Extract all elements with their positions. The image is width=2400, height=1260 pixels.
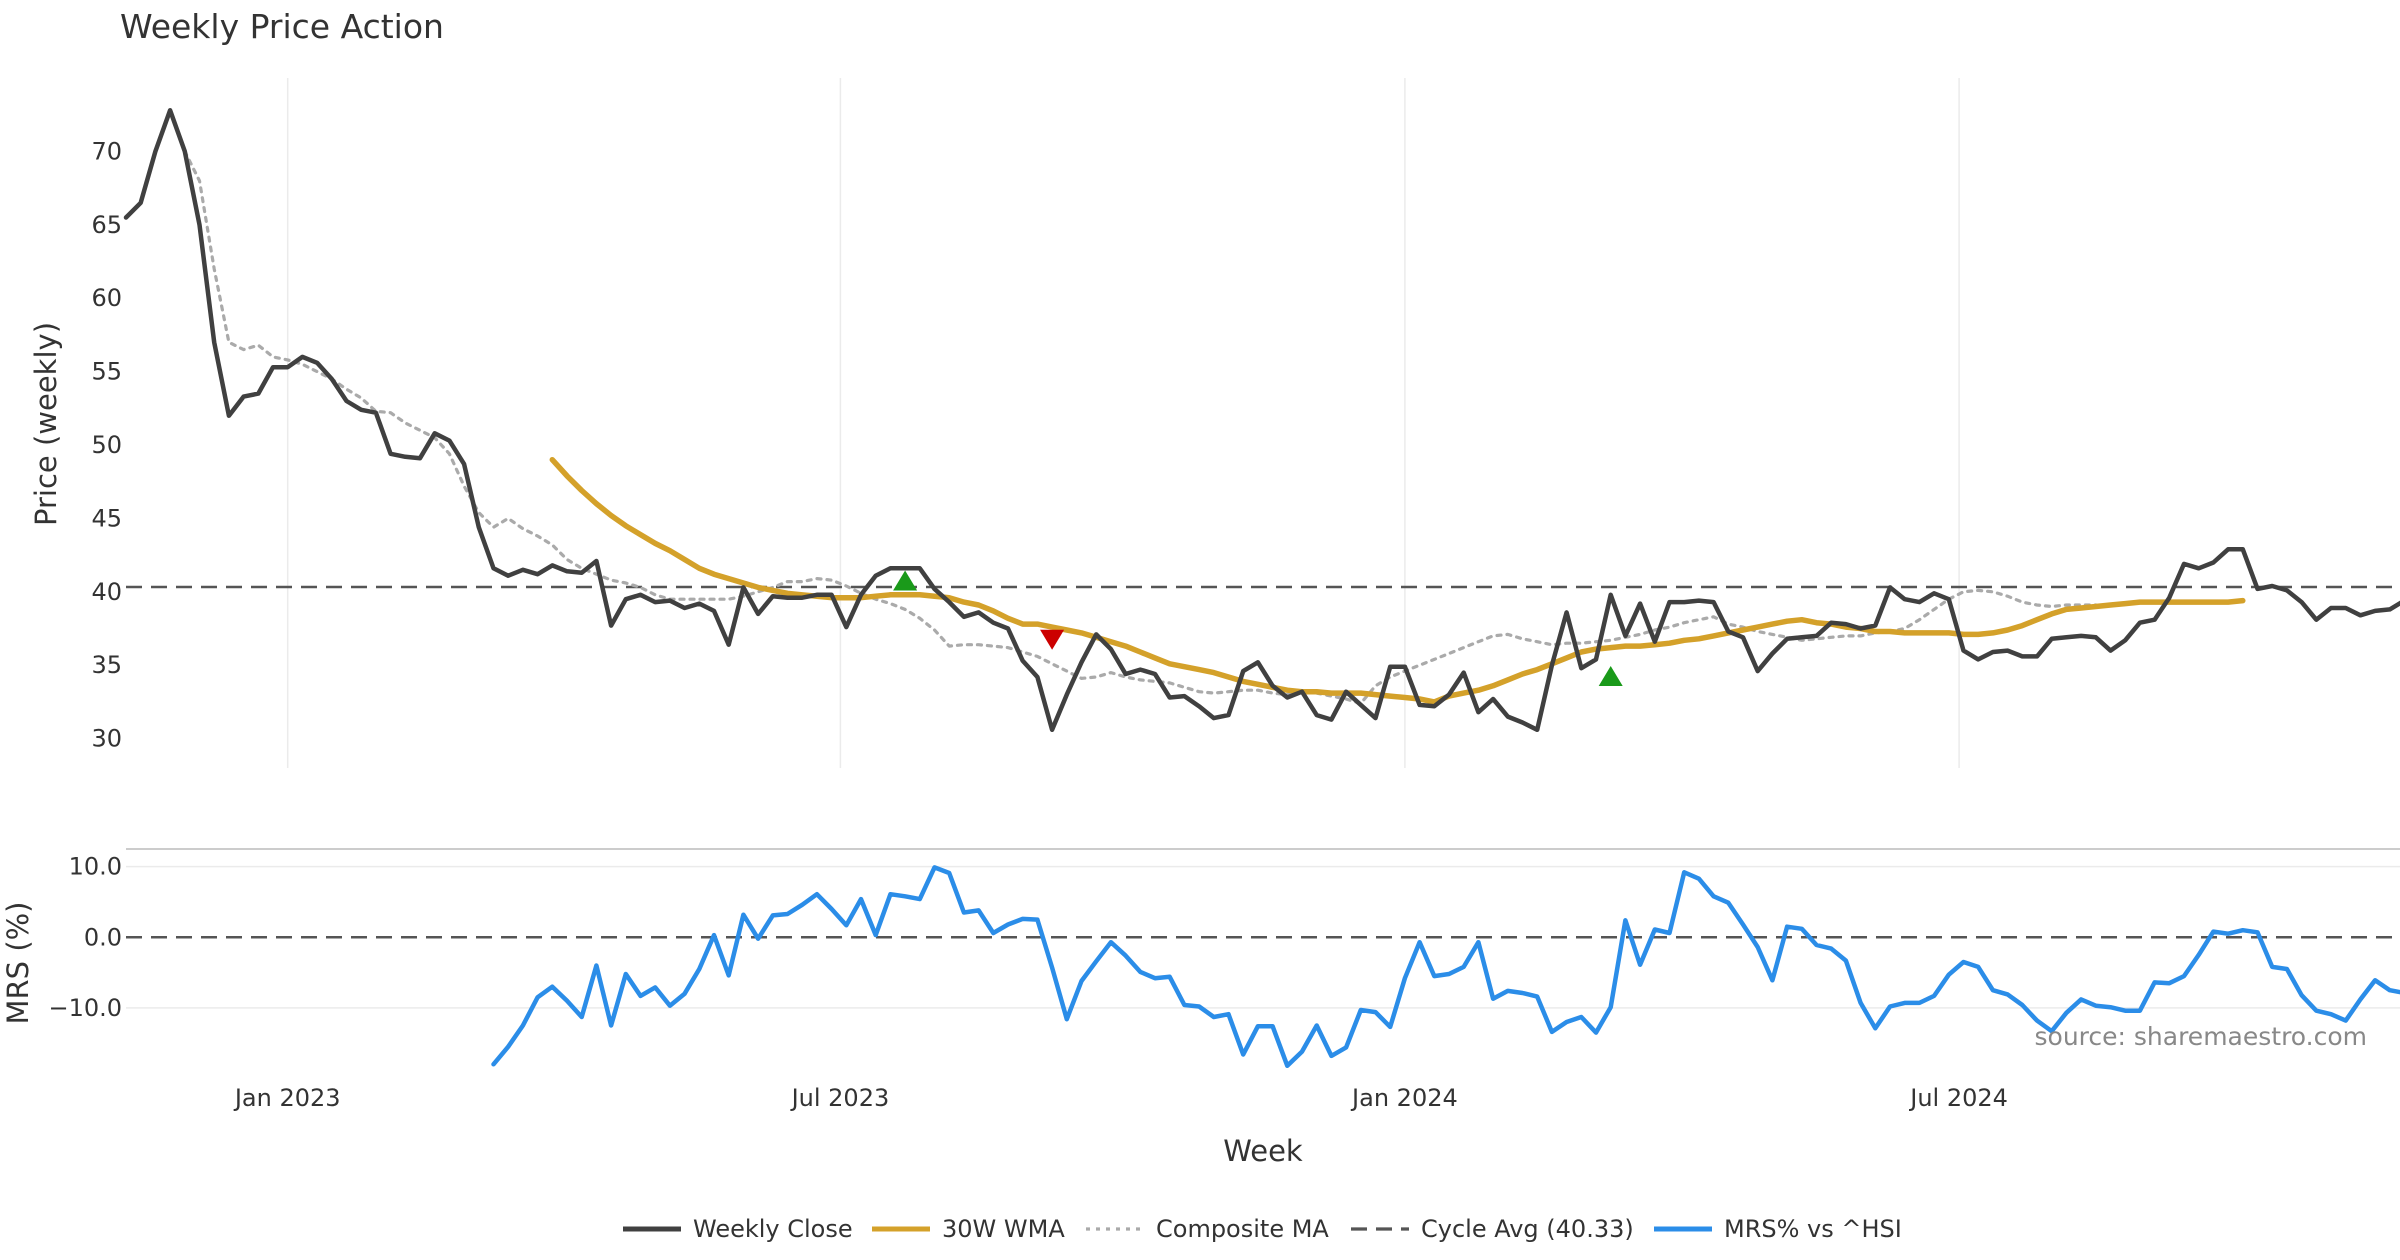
buy-signal-marker [1598, 665, 1623, 686]
legend-label: 30W WMA [942, 1215, 1065, 1243]
price-y-ticks: 30 35 40 45 50 55 60 65 70 [91, 137, 122, 752]
x-tick-label: Jul 2024 [1908, 1084, 2008, 1112]
legend: Weekly Close 30W WMA Composite MA Cycle Avg… [623, 1215, 1902, 1243]
price-panel: 30 35 40 45 50 55 60 65 70 Price (weekly) [29, 78, 2400, 768]
mrs-series-group [491, 865, 2400, 1069]
mrs-panel: 10.0 0.0 −10.0 MRS (%) source: sharemaestr… [1, 848, 2400, 1069]
series-mrs-vs-hsi [491, 865, 2400, 1069]
price-y-tick-label: 45 [91, 504, 122, 532]
chart-title: Weekly Price Action [120, 7, 444, 46]
legend-label: Composite MA [1156, 1215, 1329, 1243]
mrs-y-axis-label: MRS (%) [1, 902, 35, 1025]
series-composite-ma [183, 149, 2098, 706]
mrs-y-tick-label: −10.0 [48, 994, 122, 1022]
price-y-tick-label: 55 [91, 358, 122, 386]
price-y-tick-label: 30 [91, 725, 122, 753]
price-y-tick-label: 70 [91, 137, 122, 165]
price-y-tick-label: 65 [91, 211, 122, 239]
x-tick-label: Jul 2023 [790, 1084, 890, 1112]
x-tick-label: Jan 2023 [233, 1084, 341, 1112]
mrs-y-tick-label: 0.0 [84, 923, 122, 951]
x-axis-label: Week [1223, 1134, 1303, 1168]
series-weekly-close [123, 108, 2400, 733]
x-tick-label: Jan 2024 [1350, 1084, 1458, 1112]
mrs-gridlines [126, 865, 2400, 1009]
legend-label: Weekly Close [693, 1215, 853, 1243]
legend-label: Cycle Avg (40.33) [1421, 1215, 1634, 1243]
mrs-y-tick-label: 10.0 [69, 853, 122, 881]
mrs-y-ticks: 10.0 0.0 −10.0 [48, 853, 122, 1022]
signal-markers [893, 570, 1623, 686]
price-y-tick-label: 60 [91, 284, 122, 312]
price-y-tick-label: 40 [91, 578, 122, 606]
buy-signal-marker [893, 570, 918, 591]
price-y-axis-label: Price (weekly) [29, 322, 63, 526]
price-gridlines [286, 78, 1960, 768]
price-y-tick-label: 35 [91, 651, 122, 679]
source-note: source: sharemaestro.com [2035, 1022, 2368, 1051]
price-series-group [123, 108, 2400, 733]
legend-label: MRS% vs ^HSI [1724, 1215, 1902, 1243]
sell-signal-marker [1040, 629, 1065, 650]
price-y-tick-label: 50 [91, 431, 122, 459]
